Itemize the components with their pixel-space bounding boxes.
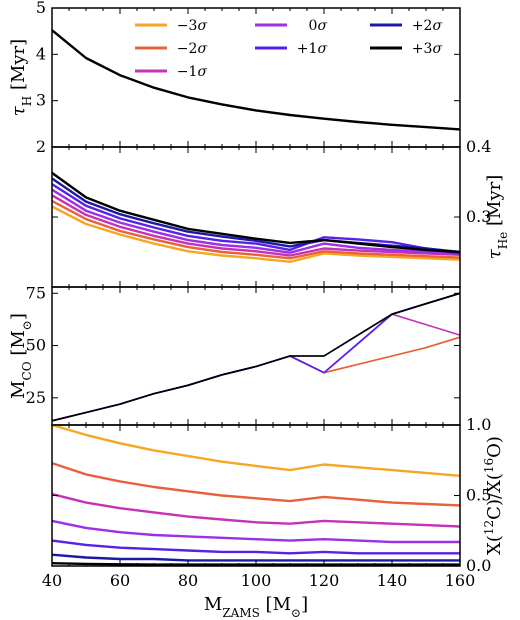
x-tick-label: 160 bbox=[445, 571, 476, 590]
legend-label: +2σ bbox=[412, 18, 443, 34]
y-tick-label: 0.5 bbox=[466, 486, 491, 505]
y-tick-label: 75 bbox=[26, 283, 46, 302]
panel-frame bbox=[51, 424, 461, 567]
x-axis-label: MZAMS [M⊙] bbox=[204, 594, 308, 620]
series-line-M_CO-+3σ bbox=[51, 292, 461, 422]
series-line-X12C_X16O-0σ bbox=[51, 519, 460, 544]
y-tick-label: 3 bbox=[36, 91, 46, 110]
y-tick-label: 0.4 bbox=[466, 137, 491, 156]
legend-label: +1σ bbox=[297, 41, 328, 57]
panel-X12C_X16O: 0.0 0.5 1.0 X(12C)/X(16O) 40 60 80 100 120 140 160… bbox=[42, 415, 505, 620]
y-axis-label: X(12C)/X(16O) bbox=[482, 436, 505, 555]
y-tick-label: 2 bbox=[36, 137, 46, 156]
series-line-X12C_X16O-−3σ bbox=[51, 423, 461, 477]
y-tick-label: 1.0 bbox=[466, 415, 491, 434]
series-line-tau_He-+1σ bbox=[51, 183, 461, 255]
x-tick-label: 120 bbox=[309, 571, 340, 590]
panel-tau_He: 0.3 0.4 τHe [Myr] bbox=[51, 137, 510, 288]
legend-label: −3σ bbox=[177, 18, 208, 34]
series-line-X12C_X16O-−1σ bbox=[51, 492, 461, 528]
series-line-tau_He-−1σ bbox=[51, 194, 461, 257]
panel-tau_H: 2 3 4 5 τH [Myr] −3σ −2σ −1σ 0σ +1σ +2σ +3σ bbox=[8, 0, 461, 156]
series-line-tau_He-−2σ bbox=[51, 199, 461, 260]
y-tick-label: 4 bbox=[36, 44, 46, 63]
x-tick-label: 80 bbox=[178, 571, 198, 590]
x-tick-label: 100 bbox=[241, 571, 272, 590]
legend: −3σ −2σ −1σ 0σ +1σ +2σ +3σ bbox=[135, 18, 442, 80]
series-line-tau_He-+3σ bbox=[51, 171, 461, 254]
series-line-M_CO-−3σ bbox=[51, 336, 461, 422]
series-line-tau_He-0σ bbox=[51, 188, 461, 256]
x-tick-label: 60 bbox=[110, 571, 130, 590]
panel-frame bbox=[51, 286, 461, 426]
y-tick-label: 50 bbox=[26, 336, 46, 355]
x-tick-label: 40 bbox=[42, 571, 62, 590]
y-tick-label: 25 bbox=[26, 388, 46, 407]
series-line-X12C_X16O-−2σ bbox=[51, 461, 461, 507]
y-tick-label: 0.3 bbox=[466, 207, 491, 226]
y-axis-label: MCO [M⊙] bbox=[8, 313, 34, 399]
series-line-M_CO-−1σ bbox=[51, 313, 461, 422]
series-line-X12C_X16O-+2σ bbox=[51, 553, 460, 562]
legend-label: +3σ bbox=[412, 41, 443, 57]
series-line-tau_He-−3σ bbox=[51, 205, 461, 263]
legend-label: −2σ bbox=[177, 41, 208, 57]
y-axis-label: τH [Myr] bbox=[8, 39, 34, 116]
series-line-tau_He-+2σ bbox=[51, 177, 461, 254]
series-line-M_CO-−2σ bbox=[51, 336, 461, 422]
series-line-tau_H-+3σ bbox=[51, 29, 461, 131]
y-axis-label: τHe [Myr] bbox=[484, 175, 510, 260]
legend-label: 0σ bbox=[309, 18, 328, 34]
y-tick-label: 5 bbox=[36, 0, 46, 17]
series-line-X12C_X16O-+1σ bbox=[51, 539, 460, 555]
y-tick-label: 0.0 bbox=[466, 556, 491, 575]
panel-M_CO: 25 50 75 MCO [M⊙] bbox=[8, 283, 461, 426]
x-tick-label: 140 bbox=[377, 571, 408, 590]
legend-label: −1σ bbox=[177, 64, 208, 80]
